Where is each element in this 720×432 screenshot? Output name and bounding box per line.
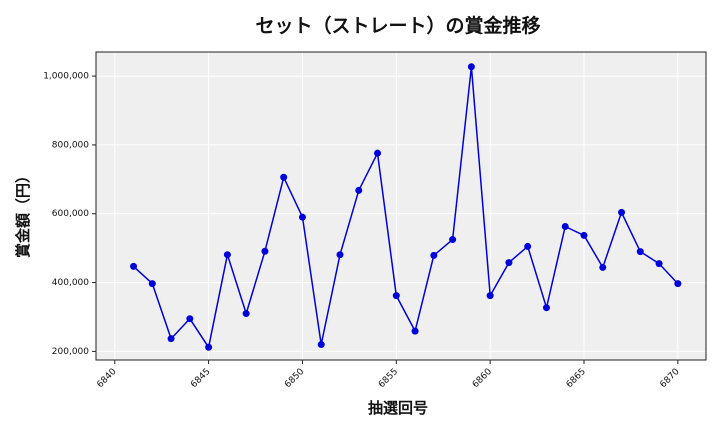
- data-point: [561, 222, 569, 230]
- y-axis-label: 賞金額（円）: [14, 168, 32, 258]
- y-tick-label: 1,000,000: [43, 72, 89, 82]
- y-tick-label: 800,000: [52, 140, 89, 150]
- data-point: [524, 242, 532, 250]
- x-axis-label: 抽選回号: [368, 399, 428, 417]
- y-tick-label: 400,000: [52, 278, 89, 288]
- data-point: [223, 251, 231, 259]
- data-point: [186, 315, 194, 323]
- data-point: [167, 335, 175, 343]
- y-tick-label: 600,000: [52, 209, 89, 219]
- data-point: [449, 236, 457, 244]
- data-point: [280, 173, 288, 181]
- data-point: [674, 280, 682, 288]
- data-series: [130, 63, 682, 351]
- data-point: [130, 262, 138, 270]
- data-point: [505, 259, 513, 267]
- data-point: [430, 251, 438, 259]
- chart-title: セット（ストレート）の賞金推移: [255, 14, 540, 37]
- plot-area: [96, 52, 706, 360]
- data-point: [355, 186, 363, 194]
- data-point: [298, 213, 306, 221]
- data-point: [580, 231, 588, 239]
- data-point: [636, 248, 644, 256]
- data-point: [411, 327, 419, 335]
- data-point: [618, 208, 626, 216]
- y-tick-label: 200,000: [52, 347, 89, 357]
- data-point: [336, 251, 344, 259]
- data-point: [542, 304, 550, 312]
- data-point: [655, 260, 663, 268]
- data-point: [261, 247, 269, 255]
- plot-frame: [95, 51, 707, 361]
- data-point: [242, 310, 250, 318]
- data-point: [374, 149, 382, 157]
- data-point: [467, 63, 475, 71]
- series-line: [132, 66, 679, 349]
- data-point: [392, 292, 400, 300]
- data-point: [317, 341, 325, 349]
- data-point: [148, 280, 156, 288]
- data-point: [205, 343, 213, 351]
- data-point: [599, 263, 607, 271]
- data-point: [486, 292, 494, 300]
- grid-lines: [96, 52, 706, 360]
